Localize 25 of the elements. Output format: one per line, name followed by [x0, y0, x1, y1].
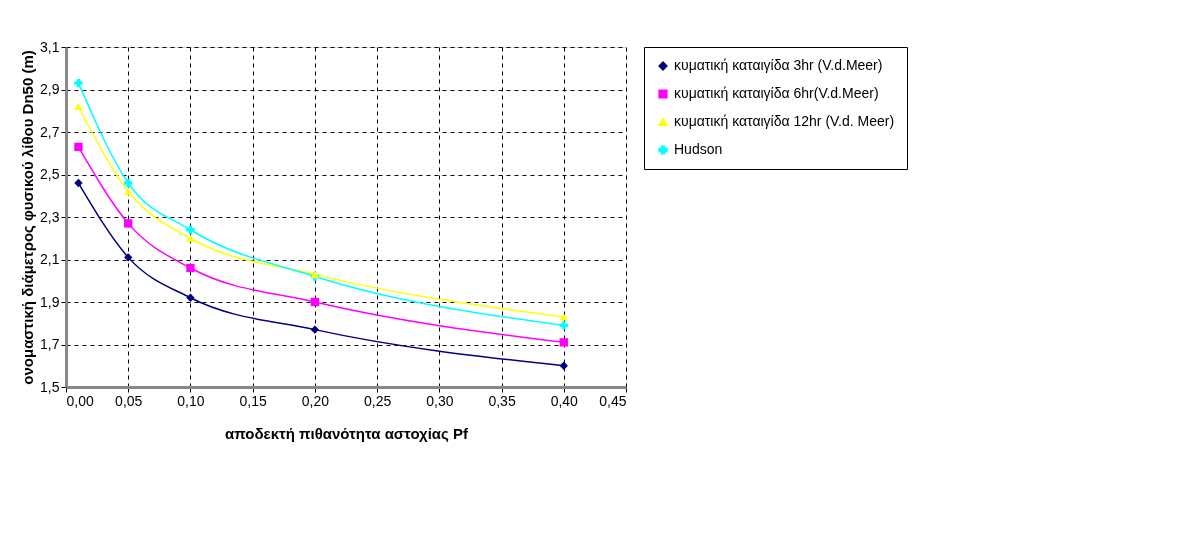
- x-tick-label: 0,05: [115, 392, 143, 409]
- y-tick-label: 2,5: [40, 166, 60, 182]
- legend-label: Hudson: [674, 141, 723, 157]
- legend-label: κυματική καταιγίδα 3hr (V.d.Meer): [674, 57, 883, 73]
- x-tick-label: 0,00: [66, 392, 94, 409]
- x-tick-label: 0,15: [239, 392, 267, 409]
- y-tick-label: 2,1: [40, 251, 60, 267]
- x-tick-label: 0,45: [599, 392, 627, 409]
- x-tick-label: 0,20: [301, 392, 330, 409]
- y-tick-label: 1,7: [40, 336, 60, 352]
- x-axis-title: αποδεκτή πιθανότητα αστοχίας Pf: [224, 424, 470, 442]
- x-tick-label: 0,35: [488, 392, 516, 409]
- y-tick-label: 2,9: [40, 81, 60, 97]
- x-tick-label: 0,25: [363, 392, 392, 409]
- x-tick-label: 0,40: [550, 392, 579, 409]
- legend-label: κυματική καταιγίδα 12hr (V.d. Meer): [674, 113, 895, 129]
- y-tick-label: 1,5: [40, 378, 60, 395]
- legend-label: κυματική καταιγίδα 6hr(V.d.Meer): [674, 85, 879, 101]
- x-tick-label: 0,10: [177, 392, 205, 409]
- y-tick-label: 2,7: [40, 123, 60, 140]
- y-tick-label: 3,1: [40, 38, 60, 55]
- y-tick-label: 1,9: [40, 293, 60, 310]
- x-tick-label: 0,30: [426, 392, 454, 409]
- y-axis-title: ονομαστική διάμετρος φυσικού λίθου Dn50 (m): [19, 50, 37, 385]
- y-tick-label: 2,3: [40, 208, 60, 225]
